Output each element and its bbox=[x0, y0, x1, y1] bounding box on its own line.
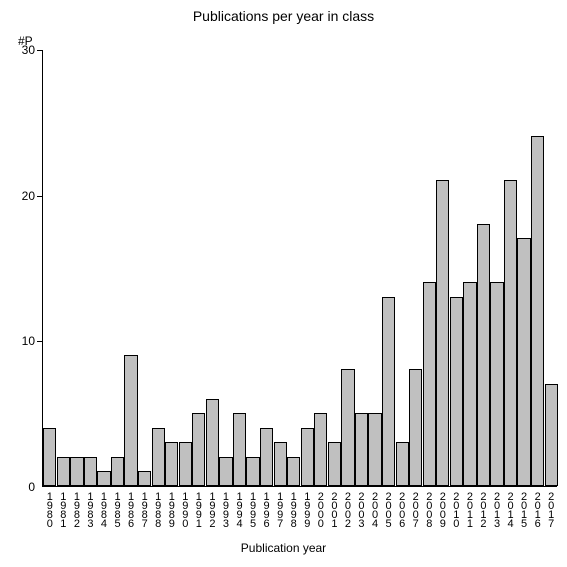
x-tick-label: 2011 bbox=[464, 491, 475, 527]
bar bbox=[165, 442, 178, 486]
bar bbox=[504, 180, 517, 486]
bar bbox=[57, 457, 70, 486]
bar bbox=[436, 180, 449, 486]
x-tick-label: 1988 bbox=[152, 491, 163, 527]
bar bbox=[260, 428, 273, 486]
x-tick-label: 2012 bbox=[477, 491, 488, 527]
x-tick-label: 2014 bbox=[505, 491, 516, 527]
bar bbox=[517, 238, 530, 486]
x-tick-label: 2016 bbox=[532, 491, 543, 527]
x-tick-label: 2008 bbox=[423, 491, 434, 527]
bar bbox=[233, 413, 246, 486]
x-tick-label: 1996 bbox=[261, 491, 272, 527]
bar bbox=[152, 428, 165, 486]
x-tick-label: 1986 bbox=[125, 491, 136, 527]
x-tick-label: 2000 bbox=[315, 491, 326, 527]
x-tick-label: 2017 bbox=[545, 491, 556, 527]
x-tick-label: 2015 bbox=[518, 491, 529, 527]
x-tick-label: 1981 bbox=[57, 491, 68, 527]
y-tick-label: 0 bbox=[13, 480, 35, 494]
x-tick-label: 2007 bbox=[410, 491, 421, 527]
x-tick-label: 2002 bbox=[342, 491, 353, 527]
x-tick-label: 1984 bbox=[98, 491, 109, 527]
bar bbox=[138, 471, 151, 486]
bar bbox=[490, 282, 503, 486]
bar bbox=[43, 428, 56, 486]
y-tick bbox=[37, 341, 43, 342]
x-tick-label: 1985 bbox=[112, 491, 123, 527]
x-tick-label: 1995 bbox=[247, 491, 258, 527]
bar bbox=[206, 399, 219, 486]
x-tick-label: 2009 bbox=[437, 491, 448, 527]
x-tick-label: 1999 bbox=[301, 491, 312, 527]
bar bbox=[382, 297, 395, 486]
y-tick-label: 30 bbox=[13, 43, 35, 57]
bar bbox=[409, 369, 422, 486]
bar bbox=[301, 428, 314, 486]
bar bbox=[396, 442, 409, 486]
bar bbox=[368, 413, 381, 486]
bar bbox=[274, 442, 287, 486]
bar bbox=[111, 457, 124, 486]
x-tick-label: 2013 bbox=[491, 491, 502, 527]
bar bbox=[328, 442, 341, 486]
x-tick-label: 2003 bbox=[355, 491, 366, 527]
y-tick-label: 10 bbox=[13, 334, 35, 348]
bar bbox=[355, 413, 368, 486]
x-tick-label: 2001 bbox=[328, 491, 339, 527]
y-tick-label: 20 bbox=[13, 189, 35, 203]
y-tick bbox=[37, 50, 43, 51]
x-tick-label: 1992 bbox=[206, 491, 217, 527]
x-tick-label: 1982 bbox=[71, 491, 82, 527]
bar bbox=[192, 413, 205, 486]
bar bbox=[545, 384, 558, 486]
bar bbox=[70, 457, 83, 486]
y-tick bbox=[37, 196, 43, 197]
x-tick-label: 2004 bbox=[369, 491, 380, 527]
chart-title: Publications per year in class bbox=[0, 8, 567, 24]
bar bbox=[341, 369, 354, 486]
bar bbox=[179, 442, 192, 486]
bar bbox=[463, 282, 476, 486]
chart-container: Publications per year in class #P 010203… bbox=[0, 0, 567, 567]
x-tick-label: 2005 bbox=[383, 491, 394, 527]
x-tick-label: 1990 bbox=[179, 491, 190, 527]
bar bbox=[477, 224, 490, 486]
x-tick-label: 1987 bbox=[139, 491, 150, 527]
bar bbox=[531, 136, 544, 486]
bar bbox=[314, 413, 327, 486]
plot-area: 0102030 bbox=[42, 50, 557, 487]
x-axis-label: Publication year bbox=[0, 541, 567, 555]
bar bbox=[97, 471, 110, 486]
bars-group bbox=[43, 50, 557, 486]
x-tick-label: 1998 bbox=[288, 491, 299, 527]
bar bbox=[287, 457, 300, 486]
x-tick-label: 2010 bbox=[450, 491, 461, 527]
bar bbox=[423, 282, 436, 486]
x-tick-label: 1997 bbox=[274, 491, 285, 527]
bar bbox=[124, 355, 137, 486]
x-tick-label: 1991 bbox=[193, 491, 204, 527]
bar bbox=[219, 457, 232, 486]
x-tick-label: 2006 bbox=[396, 491, 407, 527]
bar bbox=[84, 457, 97, 486]
bar bbox=[450, 297, 463, 486]
x-tick-label: 1980 bbox=[44, 491, 55, 527]
x-tick-label: 1994 bbox=[234, 491, 245, 527]
x-tick-label: 1983 bbox=[84, 491, 95, 527]
x-tick-label: 1993 bbox=[220, 491, 231, 527]
x-tick-label: 1989 bbox=[166, 491, 177, 527]
bar bbox=[246, 457, 259, 486]
